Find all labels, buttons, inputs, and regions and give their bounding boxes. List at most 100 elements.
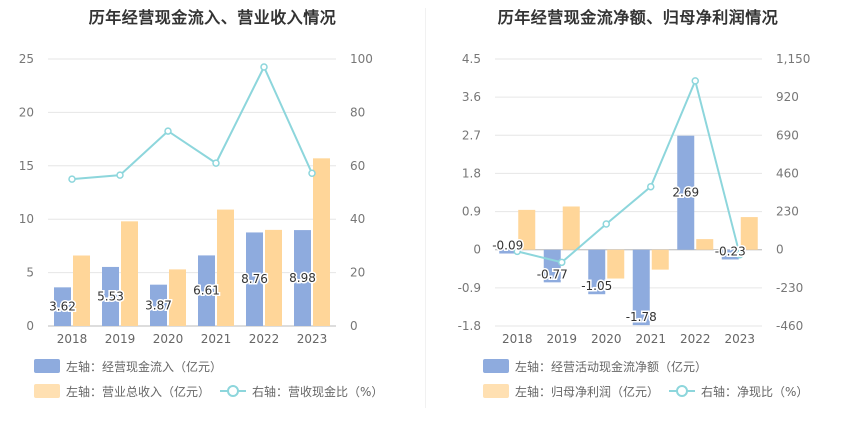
panel-divider <box>425 8 426 408</box>
legend-item-revenue-cash-ratio[interactable]: 右轴：营收现金比（%） <box>220 383 383 400</box>
left-axis-tick-label: 0 <box>473 243 481 257</box>
bar-series-2 <box>740 217 758 250</box>
line-point <box>647 182 655 191</box>
bar-data-label: 5.53 <box>97 289 124 303</box>
legend-swatch <box>34 384 60 398</box>
bar-data-label: 3.62 <box>49 300 76 314</box>
left-axis-tick-label: 20 <box>19 105 34 119</box>
bar-series-2 <box>121 221 138 326</box>
chart-title: 历年经营现金流入、营业收入情况 <box>88 8 337 27</box>
legend-item-net-cash-ratio[interactable]: 右轴：净现比（%） <box>669 383 808 400</box>
left-axis-tick-label: 0.9 <box>462 205 481 219</box>
legend-label: 左轴：经营活动现金流净额（亿元） <box>515 360 708 374</box>
bar-series-2 <box>169 269 186 326</box>
bar-series-1 <box>150 284 167 326</box>
chart-panel-net-cash-profit: 历年经营现金流净额、归母净利润情况 -1.8 -460 -0.9 -230 0 0 0.9 2… <box>426 0 850 437</box>
bar-series-1 <box>246 232 263 326</box>
legend-item-revenue[interactable]: 左轴：营业总收入（亿元） <box>34 383 210 400</box>
x-axis-tick-label: 2020 <box>591 332 622 346</box>
legend-swatch <box>34 359 60 373</box>
bar-series-2 <box>217 209 234 326</box>
right-axis-tick-label: 40 <box>350 212 365 226</box>
bar-series-1 <box>499 249 517 254</box>
bar-series-1 <box>102 266 119 326</box>
bar-data-label: -1.05 <box>581 279 612 293</box>
bar-data-label: -0.23 <box>715 244 746 258</box>
left-axis-tick-label: 15 <box>19 159 34 173</box>
left-axis-tick-label: 5 <box>26 266 34 280</box>
bar-series-2 <box>562 206 580 250</box>
bar-data-label: -0.77 <box>537 267 568 281</box>
bar-series-2 <box>265 229 282 326</box>
bar-data-label: -0.09 <box>492 239 523 253</box>
legend-label: 左轴：营业总收入（亿元） <box>66 385 211 399</box>
bar-data-label: 2.69 <box>672 186 699 200</box>
right-axis-tick-label: 0 <box>350 319 358 333</box>
chart-panel-cash-inflow-revenue: 历年经营现金流入、营业收入情况 0 0 5 20 10 40 15 60 20 80 25 100 20… <box>19 8 424 400</box>
bar-data-label: -1.78 <box>626 310 657 324</box>
legend-item-net-profit[interactable]: 左轴：归母净利润（亿元） <box>483 383 659 400</box>
line-point <box>116 171 124 179</box>
left-axis-tick-label: -0.9 <box>458 281 481 295</box>
line-point <box>308 169 316 178</box>
x-axis-tick-label: 2021 <box>201 332 232 346</box>
bar-series-1 <box>543 249 561 283</box>
left-axis-tick-label: 0 <box>26 319 34 333</box>
line-point <box>260 63 268 71</box>
right-axis-tick-label: 1,150 <box>776 52 810 66</box>
chart-net-cash-profit: -1.8 -460 -0.9 -230 0 0 0.9 230 1.8 460 2.7 690 3.6 9… <box>458 52 811 346</box>
right-axis-tick-label: 690 <box>776 128 799 142</box>
x-axis-tick-label: 2018 <box>57 332 88 346</box>
x-axis-tick-label: 2019 <box>105 332 136 346</box>
x-axis-tick-label: 2019 <box>546 332 577 346</box>
legend-swatch <box>483 384 509 398</box>
line-point <box>513 247 521 256</box>
bar-data-label: 6.61 <box>193 284 220 298</box>
x-axis-tick-label: 2018 <box>502 332 533 346</box>
bar-data-label: 8.98 <box>289 271 316 285</box>
right-axis-tick-label: 920 <box>776 90 799 104</box>
left-axis-tick-label: 25 <box>19 52 34 66</box>
bar-series-2 <box>73 255 90 326</box>
legend-label: 左轴：经营现金流入（亿元） <box>66 360 223 374</box>
right-axis-tick-label: 100 <box>350 52 373 66</box>
x-axis-tick-label: 2023 <box>724 332 755 346</box>
legend-item-cash-inflow[interactable]: 左轴：经营现金流入（亿元） <box>34 358 222 375</box>
left-axis-tick-label: 2.7 <box>462 128 481 142</box>
right-axis-tick-label: 20 <box>350 266 365 280</box>
legend-item-net-operating-cash[interactable]: 左轴：经营活动现金流净额（亿元） <box>483 358 707 375</box>
line-series <box>517 77 741 264</box>
bar-series-1 <box>632 249 650 326</box>
legend-label: 左轴：归母净利润（亿元） <box>515 385 660 399</box>
bar-series-2 <box>651 249 669 270</box>
chart-legend: 左轴：经营活动现金流净额（亿元） 左轴：归母净利润（亿元） 右轴：净现比（%） <box>483 358 843 400</box>
left-axis-tick-label: -1.8 <box>458 319 481 333</box>
right-axis-tick-label: 0 <box>776 243 784 257</box>
x-axis-tick-label: 2022 <box>249 332 280 346</box>
right-axis-tick-label: 460 <box>776 166 799 180</box>
chart-cash-inflow-revenue: 0 0 5 20 10 40 15 60 20 80 25 100 2018 2019 2020 2021 20… <box>19 52 373 346</box>
bar-series-1 <box>588 249 606 295</box>
legend-line-swatch <box>220 384 246 398</box>
line-series <box>71 64 313 181</box>
legend-line-swatch <box>669 384 695 398</box>
bar-series-2 <box>607 249 625 279</box>
bar-series-2 <box>696 239 714 250</box>
bar-series-2 <box>518 209 536 250</box>
left-axis-tick-label: 4.5 <box>462 52 481 66</box>
x-axis-tick-label: 2020 <box>153 332 184 346</box>
chart-legend: 左轴：经营现金流入（亿元） 左轴：营业总收入（亿元） 右轴：营收现金比（%） <box>34 358 424 400</box>
x-axis-tick-label: 2022 <box>680 332 711 346</box>
right-axis-tick-label: 60 <box>350 159 365 173</box>
legend-label: 右轴：净现比（%） <box>701 385 809 399</box>
bar-series-1 <box>198 255 215 326</box>
bar-series-1 <box>677 135 695 250</box>
chart-title: 历年经营现金流净额、归母净利润情况 <box>497 8 779 27</box>
bar-data-label: 3.87 <box>145 298 172 312</box>
right-axis-tick-label: -230 <box>776 281 803 295</box>
right-axis-tick-label: 80 <box>350 105 365 119</box>
line-point <box>212 159 220 167</box>
right-axis-tick-label: 230 <box>776 205 799 219</box>
bar-series-2 <box>313 158 330 326</box>
x-axis-tick-label: 2023 <box>297 332 328 346</box>
